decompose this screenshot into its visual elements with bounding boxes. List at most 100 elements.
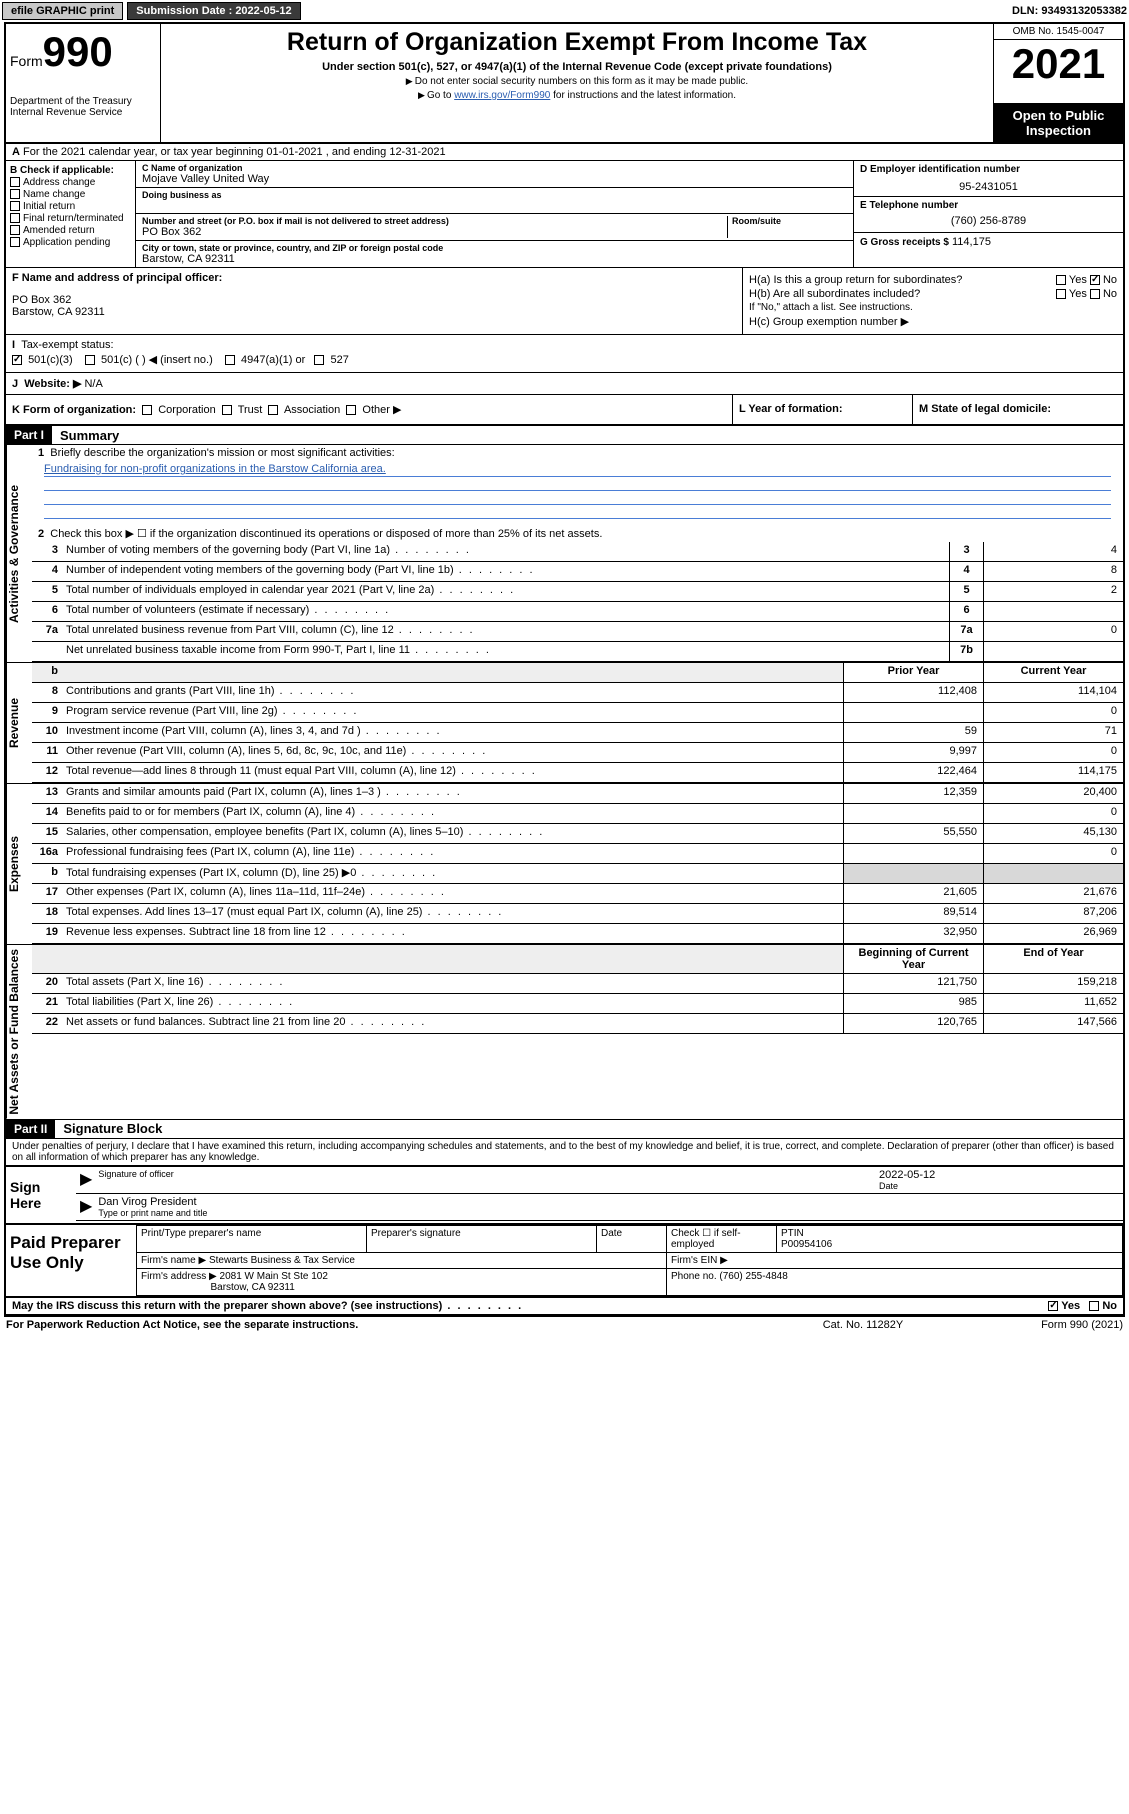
line-4: 4 Number of independent voting members o… (32, 562, 1123, 582)
chk-name-change[interactable]: Name change (10, 189, 131, 200)
hb-note: If "No," attach a list. See instructions… (749, 302, 1117, 313)
officer-addr1: PO Box 362 (12, 294, 736, 306)
line-13: 13 Grants and similar amounts paid (Part… (32, 784, 1123, 804)
sig-name-value: Dan Virog President (98, 1196, 207, 1208)
line-6: 6 Total number of volunteers (estimate i… (32, 602, 1123, 622)
ptin-value: P00954106 (781, 1239, 832, 1250)
org-name-label: C Name of organization (142, 163, 847, 173)
block-b-checkboxes: B Check if applicable: Address change Na… (6, 161, 136, 267)
sign-arrow-icon: ▶ (80, 1169, 92, 1191)
phone-value: (760) 256-8789 (860, 215, 1117, 227)
form-title: Return of Organization Exempt From Incom… (169, 28, 985, 57)
officer-label: F Name and address of principal officer: (12, 272, 222, 284)
catalog-number: Cat. No. 11282Y (763, 1319, 963, 1331)
line-14: 14 Benefits paid to or for members (Part… (32, 804, 1123, 824)
city-label: City or town, state or province, country… (142, 243, 847, 253)
line-18: 18 Total expenses. Add lines 13–17 (must… (32, 904, 1123, 924)
part1-header: Part I (6, 426, 52, 444)
firm-name: Stewarts Business & Tax Service (209, 1255, 355, 1266)
year-formation-label: L Year of formation: (739, 403, 843, 415)
phone-label: E Telephone number (860, 200, 1117, 211)
submission-date-button[interactable]: Submission Date : 2022-05-12 (127, 2, 300, 20)
side-netassets: Net Assets or Fund Balances (6, 945, 32, 1119)
prep-name-header: Print/Type preparer's name (137, 1225, 367, 1252)
discuss-no-checkbox[interactable] (1089, 1301, 1099, 1311)
line-9: 9 Program service revenue (Part VIII, li… (32, 703, 1123, 723)
line-10: 10 Investment income (Part VIII, column … (32, 723, 1123, 743)
irs-link[interactable]: www.irs.gov/Form990 (454, 90, 550, 101)
line-5: 5 Total number of individuals employed i… (32, 582, 1123, 602)
website-label: Website: ▶ (24, 378, 81, 390)
line-7a: 7a Total unrelated business revenue from… (32, 622, 1123, 642)
state-domicile-label: M State of legal domicile: (919, 403, 1051, 415)
line-21: 21 Total liabilities (Part X, line 26) 9… (32, 994, 1123, 1014)
side-expenses: Expenses (6, 784, 32, 944)
prep-sig-header: Preparer's signature (367, 1225, 597, 1252)
line-b: b Total fundraising expenses (Part IX, c… (32, 864, 1123, 884)
ein-label: D Employer identification number (860, 164, 1117, 175)
ha-label: H(a) Is this a group return for subordin… (749, 274, 962, 286)
line-16a: 16a Professional fundraising fees (Part … (32, 844, 1123, 864)
declaration-text: Under penalties of perjury, I declare th… (6, 1139, 1123, 1165)
department-label: Department of the Treasury Internal Reve… (10, 96, 156, 118)
sig-officer-label: Signature of officer (98, 1169, 879, 1179)
addr-label: Number and street (or P.O. box if mail i… (142, 216, 727, 226)
paid-preparer-label: Paid Preparer Use Only (6, 1225, 136, 1296)
form-number: 990 (43, 28, 113, 76)
paperwork-notice: For Paperwork Reduction Act Notice, see … (6, 1319, 763, 1331)
city-value: Barstow, CA 92311 (142, 253, 847, 265)
line-12: 12 Total revenue—add lines 8 through 11 … (32, 763, 1123, 783)
addr-value: PO Box 362 (142, 226, 727, 238)
sig-name-label: Type or print name and title (98, 1208, 207, 1218)
open-public-badge: Open to Public Inspection (994, 104, 1123, 142)
line-20: 20 Total assets (Part X, line 16) 121,75… (32, 974, 1123, 994)
side-revenue: Revenue (6, 663, 32, 783)
line-8: 8 Contributions and grants (Part VIII, l… (32, 683, 1123, 703)
sig-date-label: Date (879, 1181, 1119, 1191)
sig-date-value: 2022-05-12 (879, 1169, 1119, 1181)
form-label-small: Form (10, 53, 43, 69)
current-year-header: Current Year (983, 663, 1123, 682)
line-19: 19 Revenue less expenses. Subtract line … (32, 924, 1123, 944)
website-value: N/A (84, 378, 102, 390)
line-3: 3 Number of voting members of the govern… (32, 542, 1123, 562)
tax-exempt-label: Tax-exempt status: (21, 339, 113, 351)
chk-address-change[interactable]: Address change (10, 177, 131, 188)
discuss-label: May the IRS discuss this return with the… (12, 1300, 442, 1312)
note-goto: Go to www.irs.gov/Form990 for instructio… (169, 90, 985, 101)
ein-value: 95-2431051 (860, 181, 1117, 193)
tax-year: 2021 (994, 40, 1123, 104)
q2-label: Check this box ▶ ☐ if the organization d… (50, 528, 602, 540)
discuss-yes-checkbox[interactable] (1048, 1301, 1058, 1311)
sign-here-label: Sign Here (6, 1167, 76, 1223)
form-org-label: K Form of organization: (12, 404, 136, 416)
room-label: Room/suite (732, 216, 847, 226)
chk-final-return[interactable]: Final return/terminated (10, 213, 131, 224)
firm-addr2: Barstow, CA 92311 (210, 1282, 294, 1293)
firm-ein-label: Firm's EIN ▶ (667, 1252, 1123, 1268)
dln-label: DLN: 93493132053382 (1012, 5, 1127, 17)
part2-title: Signature Block (55, 1121, 162, 1136)
line-22: 22 Net assets or fund balances. Subtract… (32, 1014, 1123, 1034)
omb-number: OMB No. 1545-0047 (994, 24, 1123, 40)
line-: Net unrelated business taxable income fr… (32, 642, 1123, 662)
begin-year-header: Beginning of Current Year (843, 945, 983, 973)
chk-initial-return[interactable]: Initial return (10, 201, 131, 212)
prior-year-header: Prior Year (843, 663, 983, 682)
sign-arrow-icon-2: ▶ (80, 1196, 92, 1218)
line-11: 11 Other revenue (Part VIII, column (A),… (32, 743, 1123, 763)
part1-title: Summary (52, 428, 119, 443)
ha-no-checkbox[interactable] (1090, 275, 1100, 285)
gross-receipts-label: G Gross receipts $ (860, 237, 949, 248)
top-bar: efile GRAPHIC print Submission Date : 20… (0, 0, 1129, 22)
chk-amended-return[interactable]: Amended return (10, 225, 131, 236)
part2-header: Part II (6, 1120, 55, 1138)
form-footer-label: Form 990 (2021) (963, 1319, 1123, 1331)
form-container: Form 990 Department of the Treasury Inte… (4, 22, 1125, 1317)
chk-501c3[interactable] (12, 355, 22, 365)
line-15: 15 Salaries, other compensation, employe… (32, 824, 1123, 844)
efile-button[interactable]: efile GRAPHIC print (2, 2, 123, 20)
chk-application-pending[interactable]: Application pending (10, 237, 131, 248)
officer-addr2: Barstow, CA 92311 (12, 306, 736, 318)
gross-receipts-value: 114,175 (952, 236, 991, 248)
